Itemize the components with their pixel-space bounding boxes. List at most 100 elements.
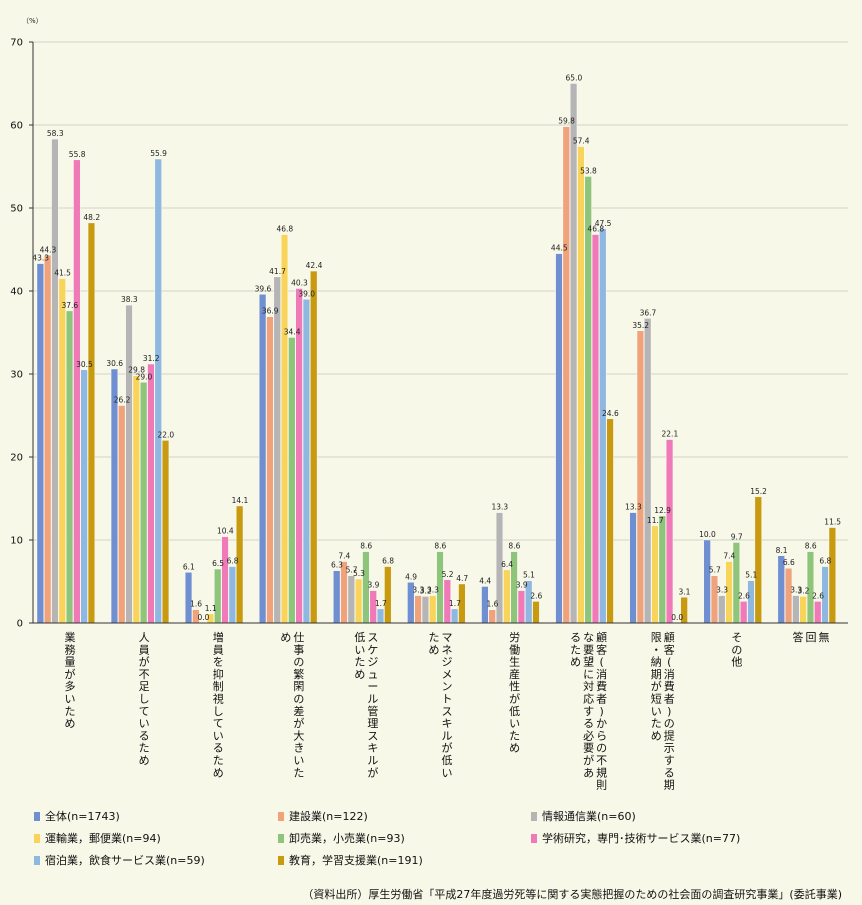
bar — [154, 158, 162, 624]
bar-value-label: 1.7 — [375, 599, 387, 608]
bar-value-label: 26.2 — [114, 396, 131, 405]
category-label-char: 差 — [293, 704, 304, 718]
category-label-char: め — [651, 729, 662, 742]
category-label-char: キ — [367, 742, 378, 755]
bar-value-label: 30.5 — [76, 360, 93, 369]
category-label-char: 不 — [139, 668, 150, 681]
category-label-char: 低 — [509, 705, 520, 718]
category-label-char: い — [139, 717, 150, 730]
bar-value-label: 3.9 — [368, 581, 380, 590]
bar-value-label: 9.7 — [731, 532, 743, 541]
bar — [644, 318, 652, 624]
bar-value-label: 7.4 — [723, 552, 735, 561]
legend-label: 宿泊業，飲食サービス業(n=59) — [45, 853, 205, 867]
bar — [421, 596, 429, 624]
category-label-char: 他 — [731, 656, 742, 669]
bar-value-label: 2.6 — [738, 591, 750, 600]
category-label-char: 則 — [596, 779, 607, 792]
category-label-char: ジ — [367, 656, 378, 669]
bar — [132, 375, 140, 624]
category-label-char: い — [293, 754, 304, 767]
category-label-char: 労 — [509, 630, 520, 644]
category-label-char: 客 — [664, 642, 675, 656]
category-label-char: 望 — [583, 656, 594, 669]
category-label-char: ケ — [367, 643, 378, 656]
bar-value-label: 59.8 — [558, 117, 575, 126]
legend-swatch — [531, 812, 537, 821]
category-label-char: め — [354, 668, 365, 681]
category-label-char: め — [139, 754, 150, 767]
category-label-char: る — [213, 742, 224, 755]
category-label-char: 低 — [442, 754, 453, 767]
category-label-char: 要 — [583, 643, 594, 656]
category-label-char: 生 — [509, 655, 520, 669]
category-label-char: め — [213, 766, 224, 779]
category-label-char: て — [213, 717, 224, 730]
bars — [36, 83, 836, 624]
legend-swatch — [34, 812, 40, 821]
bar — [577, 146, 585, 624]
category-label-char: ( — [600, 656, 604, 669]
bar-value-label: 1.6 — [190, 600, 202, 609]
legend-label: 情報通信業(n=60) — [542, 810, 636, 823]
category-label-char: 大 — [293, 728, 304, 742]
category-label-char: の — [596, 742, 607, 755]
bar-value-label: 15.2 — [750, 487, 767, 496]
bar-value-label: 5.2 — [442, 570, 454, 579]
category-label-char: 納 — [651, 656, 662, 669]
bar-value-label: 37.6 — [61, 301, 78, 310]
bar-value-label: 6.8 — [819, 557, 831, 566]
category-label-char: 産 — [509, 668, 520, 681]
category-label-char: 短 — [651, 692, 662, 706]
bar-value-label: 11.5 — [824, 518, 841, 527]
category-label-char: 多 — [65, 679, 76, 693]
bar — [451, 608, 459, 624]
bar-value-label: 3.3 — [412, 586, 424, 595]
bar — [658, 515, 666, 624]
y-tick-label: 0 — [17, 619, 23, 630]
category-label-char: め — [509, 742, 520, 755]
bar-value-label: 8.1 — [776, 546, 788, 555]
category-label-char: を — [213, 656, 224, 669]
bar — [517, 590, 525, 624]
category-label-char: 規 — [596, 765, 607, 779]
bar-value-label: 3.3 — [716, 586, 728, 595]
category-label-char: 顧 — [664, 630, 675, 644]
category-label-char: が — [65, 667, 76, 681]
legend-swatch — [278, 834, 284, 843]
category-label-char: る — [583, 717, 594, 730]
category-label-char: 理 — [367, 717, 378, 730]
category-label-char: 限 — [651, 631, 662, 644]
bar — [414, 595, 422, 624]
bar-value-label: 44.3 — [40, 245, 57, 254]
bar-value-label: 39.6 — [255, 284, 272, 293]
bar-value-label: 35.2 — [632, 321, 649, 330]
category-label-char: た — [213, 754, 224, 767]
bar — [828, 527, 836, 624]
bar — [214, 568, 222, 624]
category-label-char: が — [139, 655, 150, 669]
category-label-char: 増 — [213, 631, 224, 644]
bar — [703, 539, 711, 624]
bar-value-label: 13.3 — [625, 503, 642, 512]
bar-value-label: 5.1 — [523, 571, 535, 580]
category-label-char: め — [65, 717, 76, 730]
bar-value-label: 36.7 — [640, 308, 657, 317]
bar — [488, 609, 496, 624]
category-label-char: る — [139, 729, 150, 742]
bar-value-label: 4.4 — [479, 576, 491, 585]
bar-value-label: 31.2 — [143, 354, 160, 363]
legend-swatch — [34, 834, 40, 843]
bar-value-label: 65.0 — [566, 74, 583, 83]
category-label-char: 費 — [596, 679, 607, 693]
category-label-char: た — [651, 717, 662, 730]
bar — [384, 566, 392, 624]
category-label-char: 必 — [583, 729, 594, 742]
category-label-char: 期 — [664, 779, 675, 792]
bar — [147, 363, 155, 624]
bar-value-label: 42.4 — [306, 261, 323, 270]
